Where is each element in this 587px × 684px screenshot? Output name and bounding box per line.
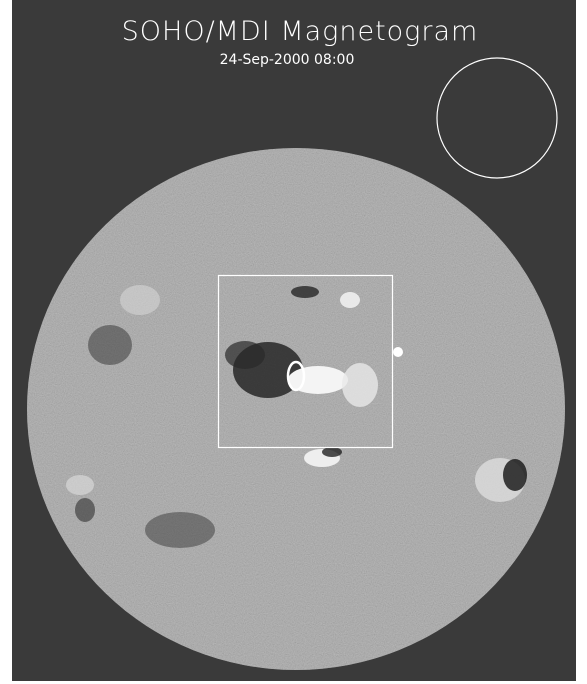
date: 24-Sep-2000 08:00	[220, 52, 355, 68]
reference-circle	[436, 57, 558, 179]
region-box	[217, 274, 394, 449]
title: SOHO/MDI Magnetogram	[122, 16, 479, 47]
disk-texture	[27, 148, 565, 670]
magnetic-regions	[66, 285, 527, 548]
loop-marker	[286, 360, 306, 392]
